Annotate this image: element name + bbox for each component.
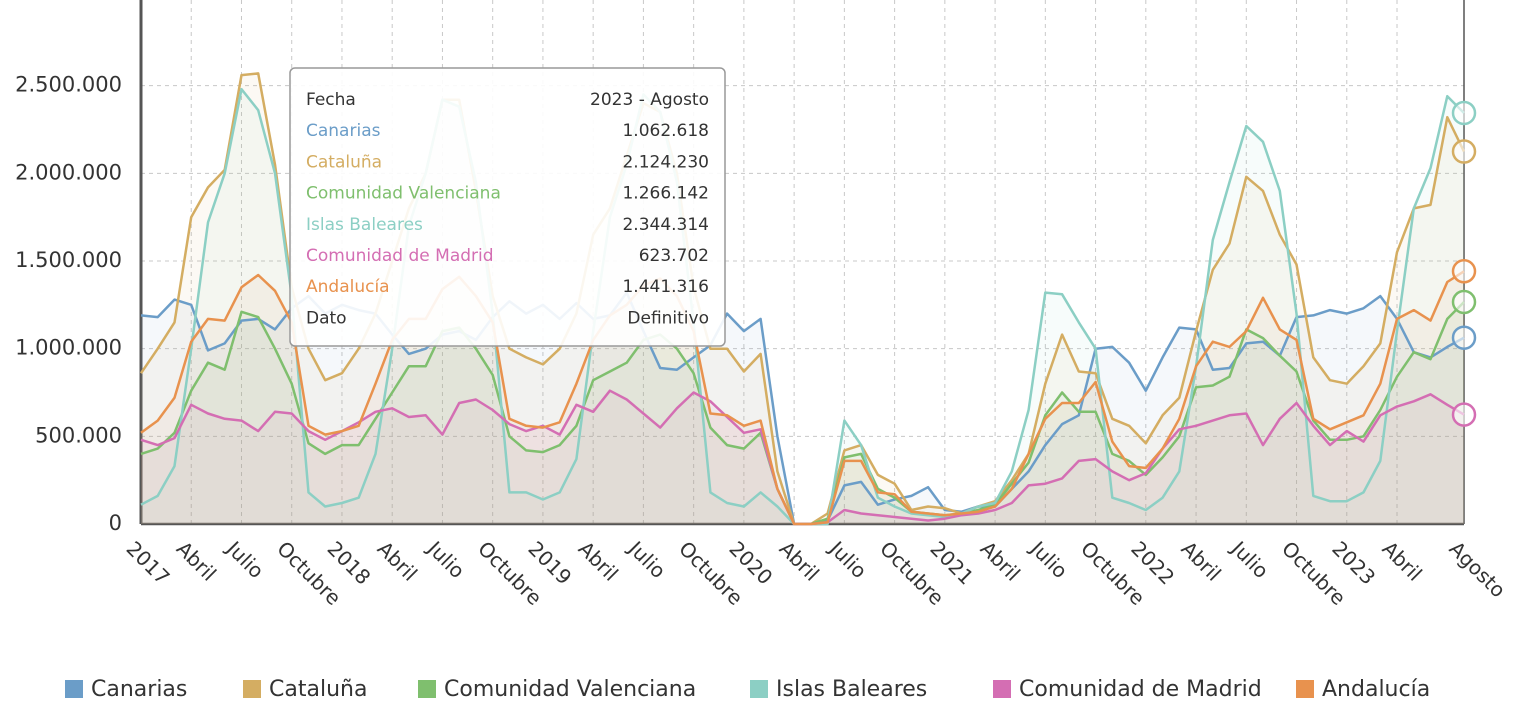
- tooltip-label: Fecha: [306, 90, 356, 110]
- y-tick-label: 1.000.000: [15, 336, 122, 360]
- legend-label: Comunidad de Madrid: [1019, 677, 1262, 702]
- tooltip-label: Dato: [306, 308, 347, 328]
- tooltip-value: 1.266.142: [622, 184, 709, 204]
- tooltip-series-name: Canarias: [306, 121, 381, 141]
- tooltip-value: 1.062.618: [622, 121, 709, 141]
- x-tick-label: Abril: [1378, 536, 1427, 585]
- y-tick-label: 0: [109, 511, 122, 535]
- hover-marker: [1451, 289, 1477, 315]
- x-tick-label: Julio: [824, 535, 872, 583]
- legend-swatch: [750, 680, 768, 698]
- y-tick-label: 500.000: [35, 423, 122, 447]
- legend-label: Islas Baleares: [776, 677, 927, 702]
- y-tick-label: 1.500.000: [15, 248, 122, 272]
- tooltip-value: 1.441.316: [622, 277, 709, 297]
- x-tick-label: Julio: [1024, 535, 1072, 583]
- x-tick-label: Abril: [976, 536, 1025, 585]
- legend-label: Cataluña: [269, 677, 367, 702]
- hover-marker: [1451, 325, 1477, 350]
- area: [141, 390, 1464, 524]
- tooltip-value: 623.702: [639, 246, 709, 266]
- x-tick-label: Abril: [574, 536, 623, 585]
- legend-swatch: [1296, 680, 1314, 698]
- tooltip-series-name: Islas Baleares: [306, 215, 423, 235]
- legend-swatch: [993, 680, 1011, 698]
- x-tick-label: Julio: [422, 535, 470, 583]
- x-tick-label: Julio: [623, 535, 671, 583]
- legend-label: Canarias: [91, 677, 187, 702]
- x-tick-label: Abril: [775, 536, 824, 585]
- x-tick-label: Julio: [1225, 535, 1273, 583]
- x-tick-label: Abril: [172, 536, 221, 585]
- tooltip-value: 2.344.314: [622, 215, 709, 235]
- tooltip-value: 2.124.230: [622, 152, 709, 172]
- hover-marker: [1451, 259, 1477, 284]
- legend-label: Comunidad Valenciana: [444, 677, 696, 702]
- tooltip-series-name: Cataluña: [306, 152, 382, 172]
- y-tick-label: 2.500.000: [15, 73, 122, 97]
- x-tick-label: Abril: [373, 536, 422, 585]
- x-tick-label: Julio: [221, 535, 269, 583]
- tooltip-box: [289, 67, 726, 347]
- hover-marker: [1451, 402, 1477, 427]
- tooltip-series-name: Comunidad de Madrid: [306, 246, 494, 266]
- tooltip-series-name: Andalucía: [306, 277, 390, 297]
- hover-marker: [1451, 139, 1477, 164]
- legend-swatch: [418, 680, 436, 698]
- y-tick-label: 2.000.000: [15, 160, 122, 184]
- x-tick-label: 2017: [122, 536, 175, 589]
- tooltip-series-name: Comunidad Valenciana: [306, 184, 501, 204]
- legend-label: Andalucía: [1322, 677, 1430, 702]
- legend-swatch: [65, 680, 83, 698]
- x-tick-label: Agosto: [1445, 536, 1511, 602]
- line: [140, 270, 1465, 526]
- tooltip-value: Definitivo: [627, 308, 709, 328]
- area: [141, 302, 1464, 524]
- x-tick-label: Abril: [1177, 536, 1226, 585]
- legend-swatch: [243, 680, 261, 698]
- tooltip-value: 2023 - Agosto: [590, 90, 709, 110]
- hover-marker: [1451, 100, 1477, 126]
